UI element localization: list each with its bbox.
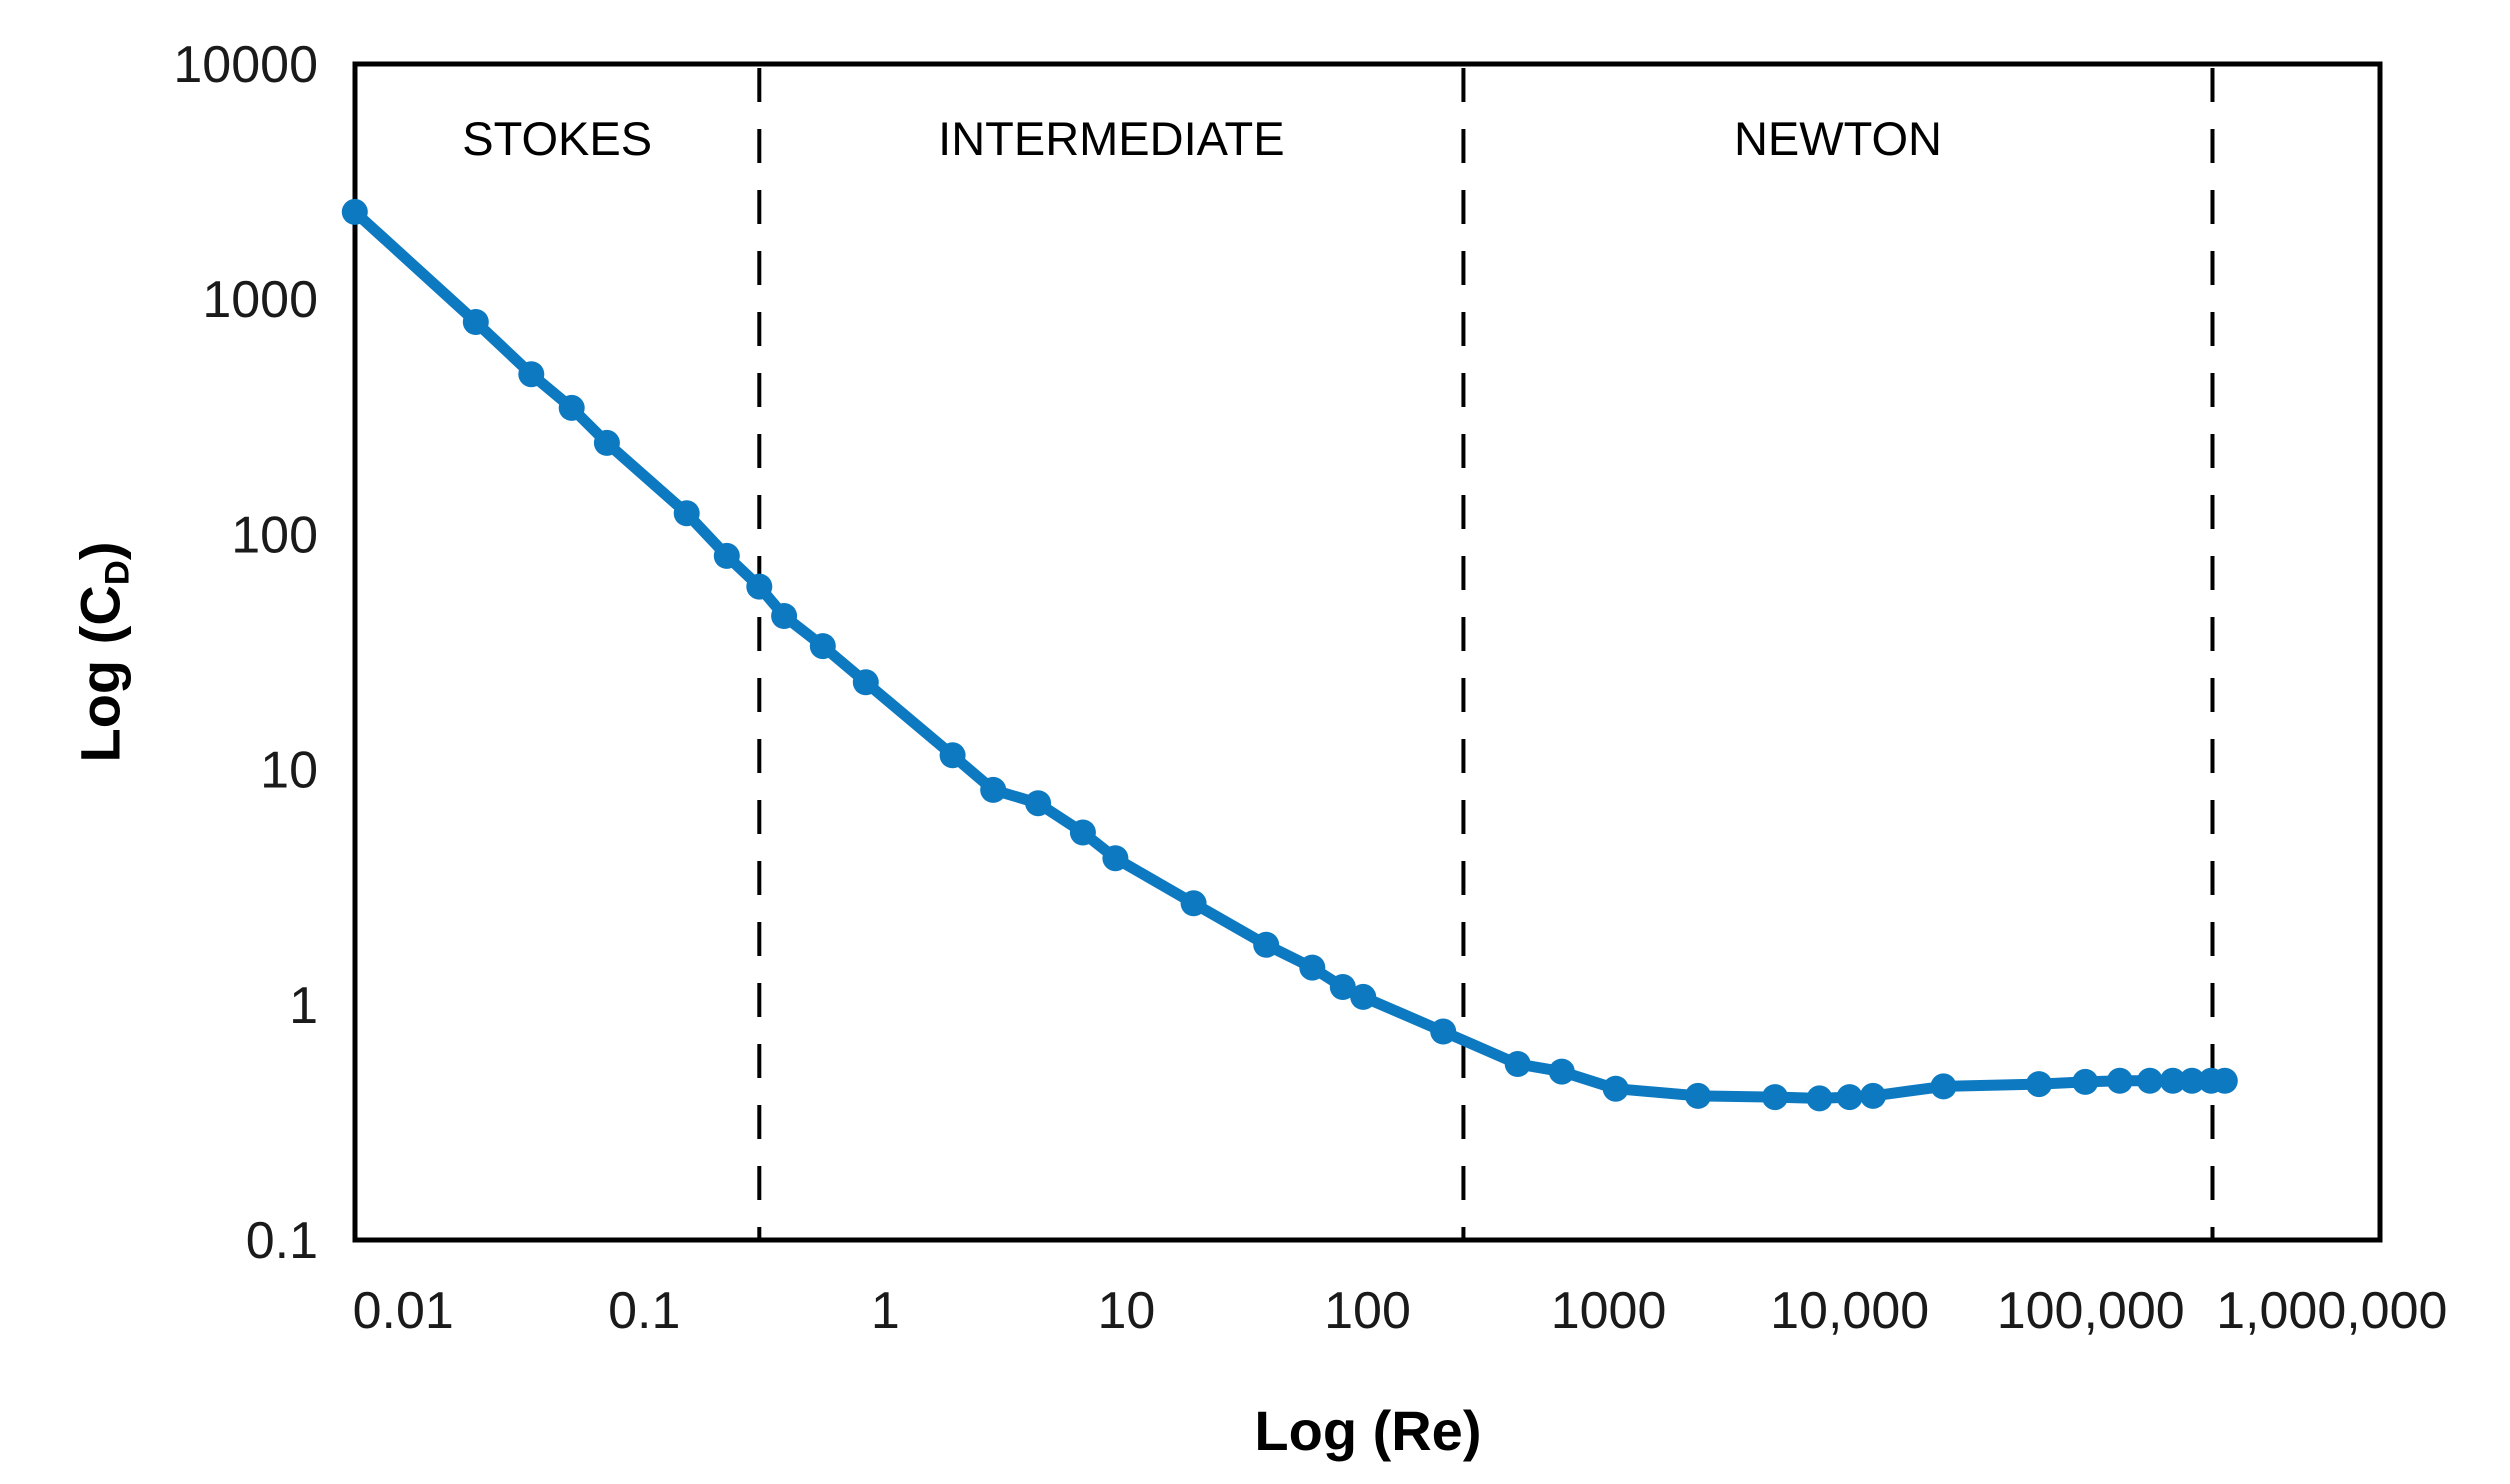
x-tick-label-10: 10 bbox=[1098, 1282, 1156, 1340]
y-tick-label-1: 1 bbox=[289, 977, 318, 1035]
data-point bbox=[852, 669, 879, 696]
data-point bbox=[2136, 1067, 2163, 1094]
x-tick-label-0.01: 0.01 bbox=[353, 1282, 454, 1340]
data-point bbox=[746, 573, 773, 600]
data-point bbox=[2179, 1067, 2205, 1094]
x-axis-title-text: Log (Re) bbox=[1254, 1399, 1482, 1462]
x-tick-label-1,000,000: 1,000,000 bbox=[2216, 1282, 2447, 1340]
data-point bbox=[1762, 1084, 1788, 1111]
data-point bbox=[1180, 890, 1207, 917]
y-axis-title-text: Log (C bbox=[68, 585, 132, 763]
y-tick-label-0.1: 0.1 bbox=[246, 1212, 318, 1270]
data-point bbox=[1860, 1082, 1886, 1109]
data-point bbox=[2211, 1067, 2238, 1094]
data-point bbox=[2026, 1071, 2052, 1098]
data-point bbox=[1253, 931, 1280, 958]
data-point bbox=[939, 742, 966, 769]
data-point bbox=[2072, 1068, 2099, 1095]
data-point bbox=[2106, 1067, 2133, 1094]
data-point bbox=[341, 198, 368, 225]
data-point bbox=[1329, 974, 1356, 1000]
region-label-intermediate: INTERMEDIATE bbox=[938, 112, 1284, 165]
y-axis-title-close-paren: ) bbox=[68, 541, 132, 561]
y-tick-label-100: 100 bbox=[231, 506, 318, 564]
x-tick-label-100: 100 bbox=[1324, 1282, 1411, 1340]
data-point bbox=[673, 500, 700, 527]
data-point bbox=[558, 394, 585, 421]
data-point bbox=[1430, 1018, 1457, 1045]
x-axis-title: Log (Re) bbox=[1254, 1398, 1481, 1463]
data-point bbox=[713, 542, 740, 569]
x-tick-label-10,000: 10,000 bbox=[1770, 1282, 1929, 1340]
y-tick-label-10000: 10000 bbox=[173, 36, 318, 94]
data-point bbox=[1299, 954, 1326, 981]
data-point bbox=[462, 309, 489, 335]
data-point bbox=[1685, 1082, 1711, 1109]
data-point bbox=[1930, 1073, 1957, 1100]
data-point bbox=[1602, 1075, 1629, 1102]
data-point bbox=[1548, 1058, 1575, 1085]
region-label-stokes: STOKES bbox=[462, 112, 652, 165]
region-label-newton: NEWTON bbox=[1734, 112, 1942, 165]
data-point bbox=[1069, 819, 1096, 846]
data-point bbox=[1350, 983, 1377, 1010]
data-point bbox=[593, 429, 620, 456]
y-tick-label-1000: 1000 bbox=[202, 271, 318, 329]
y-axis-title-subscript: D bbox=[98, 560, 137, 586]
x-tick-label-0.1: 0.1 bbox=[608, 1282, 680, 1340]
x-tick-label-100,000: 100,000 bbox=[1997, 1282, 2185, 1340]
plot-frame bbox=[352, 61, 2383, 1243]
y-tick-label-10: 10 bbox=[260, 742, 318, 800]
data-point bbox=[1102, 845, 1129, 872]
data-point bbox=[2159, 1067, 2186, 1094]
x-tick-label-1000: 1000 bbox=[1551, 1282, 1667, 1340]
x-tick-label-1: 1 bbox=[871, 1282, 900, 1340]
y-axis-title: Log (CD) bbox=[68, 541, 137, 763]
data-point bbox=[1025, 790, 1052, 817]
data-point bbox=[1806, 1085, 1833, 1112]
series-line-drag-coefficient-curve bbox=[349, 206, 2231, 1104]
data-point bbox=[980, 776, 1007, 803]
data-point bbox=[1836, 1084, 1863, 1111]
data-point bbox=[518, 361, 545, 388]
data-point bbox=[771, 603, 798, 629]
data-point bbox=[1504, 1051, 1531, 1077]
data-point bbox=[809, 633, 836, 660]
